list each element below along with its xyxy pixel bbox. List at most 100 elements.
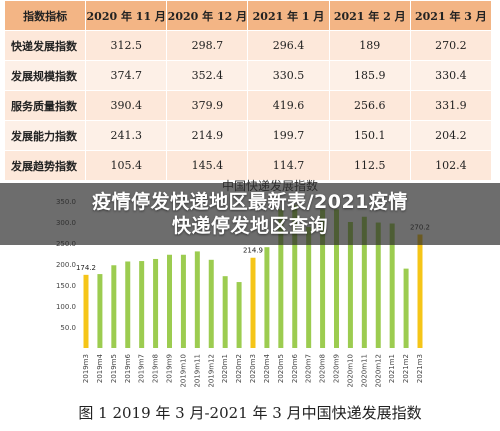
x-tick-label: 2020m1: [221, 354, 229, 383]
express-index-bar-chart: 中国快递发展指数 50.0100.0150.0200.0250.0300.035…: [56, 178, 430, 388]
table-cell: 296.4: [247, 30, 330, 61]
row-label: 发展趋势指数: [3, 150, 87, 181]
x-tick-label: 2019m7: [138, 354, 146, 383]
bar-2020m9: [334, 209, 339, 348]
title-overlay-banner: 疫情停发快递地区最新表/2021疫情 快递停发地区查询: [0, 183, 500, 245]
table-cell: 390.4: [85, 90, 168, 121]
table-cell: 199.7: [247, 120, 330, 151]
x-tick-label: 2020m11: [360, 354, 368, 388]
table-cell: 298.7: [166, 30, 249, 61]
header-month: 2021 年 3 月: [409, 0, 493, 31]
bar-2020m6: [292, 205, 298, 348]
table-cell: 312.5: [85, 30, 168, 61]
x-tick-label: 2019m5: [110, 354, 118, 383]
bar-2019m7: [139, 261, 145, 348]
header-month: 2020 年 11 月: [85, 0, 168, 31]
x-tick-label: 2019m10: [179, 354, 187, 388]
table-cell: 419.6: [247, 90, 330, 121]
table-cell: 352.4: [166, 60, 249, 91]
figure-caption: 图 1 2019 年 3 月-2021 年 3 月中国快递发展指数: [78, 404, 422, 422]
table-cell: 102.4: [409, 150, 493, 181]
table-cell: 150.1: [328, 120, 411, 151]
row-label: 发展能力指数: [3, 120, 87, 151]
x-tick-label: 2020m2: [235, 354, 243, 383]
table-row: 发展规模指数 374.7 352.4 330.5 185.9 330.4: [3, 60, 493, 91]
bar-2020m1: [222, 276, 228, 348]
bar-2020m8: [320, 209, 326, 348]
y-tick-label: 50.0: [60, 324, 76, 332]
table-cell: 330.5: [247, 60, 330, 91]
y-tick-label: 200.0: [56, 261, 76, 269]
data-label: 214.9: [243, 247, 263, 255]
x-tick-label: 2021m1: [388, 354, 396, 383]
x-axis-ticks: 2019m3 2019m4 2019m5 2019m6 2019m7 2019m8 2019…: [82, 353, 424, 387]
x-tick-label: 2021m2: [402, 354, 410, 383]
data-label: 174.2: [76, 264, 96, 272]
table-cell: 241.3: [85, 120, 168, 151]
x-tick-label: 2020m5: [277, 354, 285, 383]
table-row: 快递发展指数 312.5 298.7 296.4 189 270.2: [3, 30, 493, 61]
bar-2019m3: [83, 274, 89, 348]
bar-2019m6: [125, 261, 131, 348]
bar-2021m1: [389, 223, 395, 348]
x-tick-label: 2020m6: [291, 353, 299, 383]
header-month: 2021 年 2 月: [328, 0, 411, 31]
x-tick-label: 2019m9: [166, 354, 174, 383]
bar-2020m5: [278, 209, 284, 348]
bar-2020m12: [375, 222, 381, 348]
table-row: 发展趋势指数 105.4 145.4 114.7 112.5 102.4: [3, 150, 493, 181]
x-tick-label: 2019m3: [82, 354, 90, 383]
x-tick-label: 2021m3: [416, 354, 424, 383]
bar-2019m12: [208, 259, 214, 348]
row-label: 快递发展指数: [3, 30, 87, 61]
overlay-title-line-1: 疫情停发快递地区最新表/2021疫情: [92, 191, 408, 213]
x-tick-label: 2020m8: [319, 354, 327, 383]
y-tick-label: 150.0: [56, 282, 76, 290]
table-cell: 331.9: [409, 90, 493, 121]
x-tick-label: 2020m9: [333, 354, 341, 383]
x-tick-label: 2019m6: [124, 353, 132, 383]
x-tick-label: 2019m11: [193, 354, 201, 388]
x-tick-label: 2020m7: [305, 354, 313, 383]
row-label: 发展规模指数: [3, 60, 87, 91]
bar-2019m5: [111, 265, 117, 348]
bar-2020m11: [361, 216, 367, 348]
table-cell: 270.2: [409, 30, 493, 61]
header-month: 2020 年 12 月: [166, 0, 249, 31]
table-cell: 374.7: [85, 60, 168, 91]
x-tick-label: 2020m4: [263, 353, 271, 383]
bars-group: [83, 205, 423, 348]
table-header-row: 指数指标 2020 年 11 月 2020 年 12 月 2021 年 1 月 …: [3, 0, 493, 31]
table-cell: 189: [328, 30, 411, 61]
bar-2020m3: [250, 257, 256, 348]
table-row: 服务质量指数 390.4 379.9 419.6 256.6 331.9: [3, 90, 493, 121]
bar-2019m10: [180, 254, 186, 348]
table-cell: 330.4: [409, 60, 493, 91]
table-row: 发展能力指数 241.3 214.9 199.7 150.1 204.2: [3, 120, 493, 151]
table-cell: 379.9: [166, 90, 249, 121]
bar-2021m2: [403, 268, 409, 348]
x-tick-label: 2020m12: [374, 354, 382, 388]
bar-2019m8: [153, 258, 159, 348]
bar-2019m11: [194, 251, 200, 348]
x-tick-label: 2020m3: [249, 354, 257, 383]
bar-2020m2: [236, 282, 242, 348]
row-label: 服务质量指数: [3, 90, 87, 121]
bar-2019m9: [167, 254, 172, 348]
x-tick-label: 2019m12: [207, 354, 215, 388]
table-cell: 214.9: [166, 120, 249, 151]
table-cell: 185.9: [328, 60, 411, 91]
table-cell: 112.5: [328, 150, 411, 181]
header-month: 2021 年 1 月: [247, 0, 330, 31]
table-cell: 145.4: [166, 150, 249, 181]
bar-2020m4: [264, 247, 270, 348]
table-cell: 256.6: [328, 90, 411, 121]
bar-2020m10: [347, 222, 353, 348]
x-tick-label: 2019m4: [96, 353, 104, 383]
x-tick-label: 2020m10: [346, 354, 354, 388]
x-tick-label: 2019m8: [152, 354, 160, 383]
table-cell: 204.2: [409, 120, 493, 151]
overlay-title-line-2: 快递停发地区查询: [171, 215, 328, 237]
bar-2021m3: [417, 234, 423, 348]
bar-2020m7: [306, 227, 312, 348]
